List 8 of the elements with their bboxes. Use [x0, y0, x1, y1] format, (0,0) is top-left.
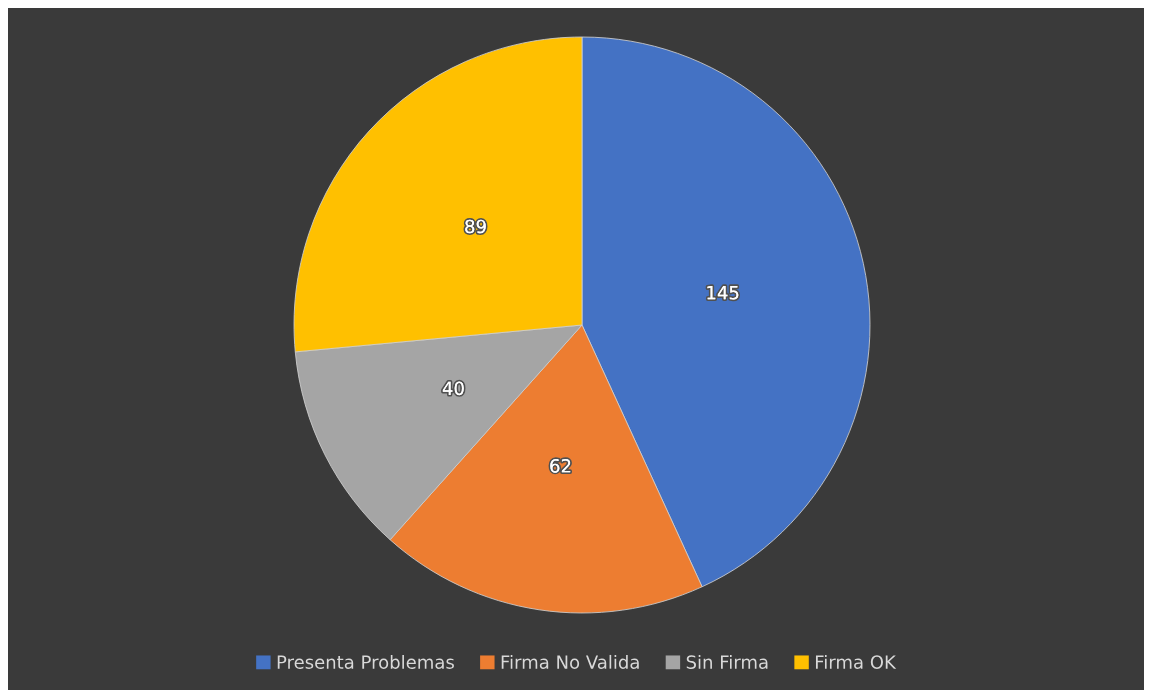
legend-label: Sin Firma: [686, 654, 768, 669]
data-label: 145: [707, 286, 739, 300]
legend-label: Firma No Valida: [501, 654, 639, 669]
data-label: 40: [442, 381, 464, 396]
data-label: 62: [550, 458, 571, 473]
legend-label: Firma OK: [815, 654, 897, 669]
legend-label: Presenta Problemas: [277, 654, 454, 669]
data-label: 89: [465, 219, 486, 234]
